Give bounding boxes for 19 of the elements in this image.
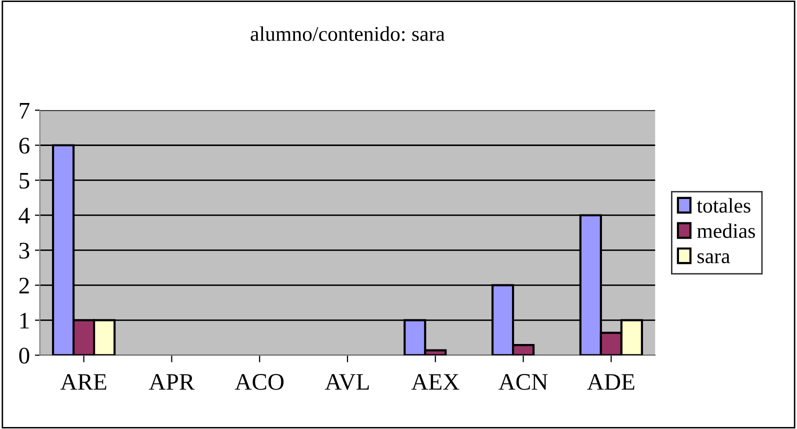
- x-tick-label: AEX: [411, 374, 460, 390]
- x-tick-label: APR: [148, 374, 195, 390]
- x-tick-label: ARE: [60, 374, 106, 390]
- legend-label: sara: [698, 253, 730, 264]
- x-tick-label: ADE: [587, 374, 634, 390]
- chart-title: alumno/contenido: sara: [250, 26, 445, 42]
- x-tick-label: AVL: [324, 374, 369, 390]
- legend-label: medias: [697, 223, 755, 238]
- x-tick-label: ACO: [234, 374, 284, 390]
- y-tick-label: 3: [19, 242, 30, 259]
- legend-label: totales: [696, 198, 750, 213]
- y-tick-label: 1: [20, 312, 29, 328]
- y-tick-label: 4: [18, 208, 30, 224]
- x-tick-label: ACN: [498, 374, 548, 390]
- y-tick-label: 6: [19, 138, 30, 154]
- y-tick-label: 7: [20, 102, 30, 118]
- y-tick-label: 0: [19, 348, 30, 364]
- y-tick-label: 5: [20, 172, 30, 189]
- y-tick-label: 2: [19, 278, 29, 294]
